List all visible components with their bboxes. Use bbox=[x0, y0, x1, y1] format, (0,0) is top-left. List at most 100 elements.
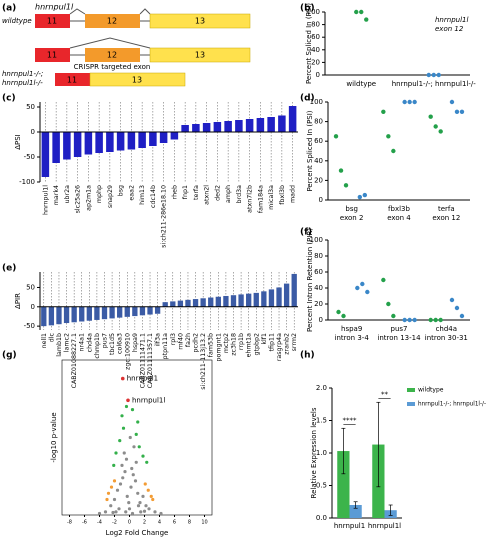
dot bbox=[436, 72, 441, 78]
x-tick-label: lamb1b bbox=[56, 333, 63, 357]
significance: ** bbox=[381, 390, 389, 398]
x-tick-label: chmp1b bbox=[94, 333, 101, 359]
x-tick-label: pus7 bbox=[391, 325, 408, 333]
x-tick-label: CABZ01111357.1 bbox=[147, 333, 154, 388]
y-tick-label: 0.0 bbox=[316, 514, 327, 522]
exon-11 bbox=[55, 73, 90, 86]
panel-label: (f) bbox=[300, 228, 312, 238]
crispr-note: CRISPR targeted exon bbox=[74, 63, 151, 71]
point bbox=[125, 494, 129, 498]
bar bbox=[278, 115, 286, 132]
x-tick-label: brd3a bbox=[236, 185, 243, 203]
dot bbox=[381, 277, 386, 283]
bar bbox=[253, 292, 259, 307]
dot bbox=[364, 17, 369, 22]
mutant-label: hnrnpul1-/-; bbox=[2, 70, 43, 78]
dot bbox=[407, 317, 412, 323]
y-tick-label: 0 bbox=[316, 71, 320, 79]
y-axis-label: Percent Intron Retention (PIR) bbox=[306, 228, 314, 332]
y-axis-label: Percent Spliced In (PSI) bbox=[306, 110, 314, 191]
x-tick-label: srrm2 bbox=[291, 333, 298, 351]
x-tick-label: -6 bbox=[82, 520, 87, 526]
x-tick-label: terfa bbox=[438, 205, 455, 213]
bar bbox=[132, 306, 138, 317]
legend-swatch bbox=[407, 402, 415, 406]
point bbox=[124, 404, 129, 409]
bar bbox=[276, 287, 282, 307]
point bbox=[112, 463, 116, 467]
splice bbox=[69, 37, 151, 49]
point bbox=[121, 476, 125, 480]
x-tick-label: exon 12 bbox=[432, 214, 460, 222]
y-tick-label: 1.5 bbox=[316, 417, 327, 425]
point bbox=[145, 460, 149, 464]
bar bbox=[84, 132, 93, 155]
dot bbox=[426, 72, 431, 78]
panel-label: (e) bbox=[2, 264, 16, 274]
y-tick-label: 40 bbox=[314, 157, 323, 165]
y-axis-label: Relative Expression levels bbox=[310, 407, 318, 498]
x-tick-label: fa2h bbox=[185, 333, 192, 347]
legend-label: wildtype bbox=[418, 387, 444, 394]
x-tick-label: nell1 bbox=[41, 333, 48, 348]
point bbox=[122, 451, 126, 455]
point bbox=[159, 511, 163, 516]
x-tick-label: gtpbp2 bbox=[253, 333, 260, 355]
point bbox=[147, 507, 151, 511]
y-axis-label: -log10 p-value bbox=[50, 412, 58, 462]
dot bbox=[412, 317, 417, 323]
bar bbox=[95, 132, 103, 153]
x-tick-label: mark4 bbox=[53, 185, 60, 205]
x-tick-label: -8 bbox=[67, 520, 72, 526]
dot bbox=[428, 317, 433, 323]
y-tick-label: 1.0 bbox=[316, 449, 327, 457]
x-tick-label: madd bbox=[290, 185, 297, 203]
point bbox=[151, 497, 155, 502]
bar bbox=[117, 306, 123, 318]
x-tick-label: snap29 bbox=[107, 185, 114, 208]
point bbox=[106, 491, 111, 495]
x-tick-label: mctp2 bbox=[223, 333, 230, 353]
bar bbox=[154, 306, 161, 314]
bar bbox=[208, 297, 214, 307]
point bbox=[141, 454, 145, 458]
wildtype-label: wildtype bbox=[2, 17, 32, 25]
point bbox=[127, 507, 132, 511]
bar bbox=[349, 505, 362, 518]
dot bbox=[336, 309, 341, 315]
x-tick-label: dlc bbox=[48, 332, 55, 342]
dot bbox=[433, 317, 438, 323]
bar bbox=[79, 306, 85, 322]
dot bbox=[338, 168, 344, 173]
bar bbox=[71, 306, 77, 323]
dot bbox=[362, 192, 368, 198]
x-tick-label: amph bbox=[225, 185, 232, 203]
point bbox=[127, 501, 131, 505]
bar bbox=[162, 302, 168, 307]
x-tick-label: rheb bbox=[171, 185, 178, 199]
y-tick-label: 0 bbox=[31, 303, 35, 311]
x-tick-label: chd4a bbox=[86, 333, 93, 352]
x-tick-label: 2 bbox=[143, 520, 146, 526]
x-tick-label: fbxl3b bbox=[388, 205, 410, 213]
point bbox=[120, 463, 124, 467]
x-tick-label: intron 3-4 bbox=[335, 334, 370, 342]
x-tick-label: -2 bbox=[112, 520, 117, 526]
gene-title: hnrnpul1l bbox=[35, 3, 74, 12]
dot bbox=[438, 317, 443, 323]
point bbox=[130, 511, 135, 516]
point bbox=[109, 485, 114, 489]
bar bbox=[177, 300, 184, 307]
dot bbox=[341, 313, 346, 319]
point bbox=[121, 426, 126, 430]
bar bbox=[261, 291, 267, 307]
annotation: hnrnpul1l bbox=[435, 16, 468, 24]
x-tick-label: chd4a bbox=[436, 325, 457, 333]
point bbox=[134, 432, 138, 436]
x-tick-label: exon 2 bbox=[340, 214, 364, 222]
exon-number: 11 bbox=[47, 51, 57, 60]
exon-12 bbox=[85, 48, 140, 62]
point bbox=[136, 504, 141, 508]
point-label: hnrnpul1l bbox=[132, 396, 165, 404]
